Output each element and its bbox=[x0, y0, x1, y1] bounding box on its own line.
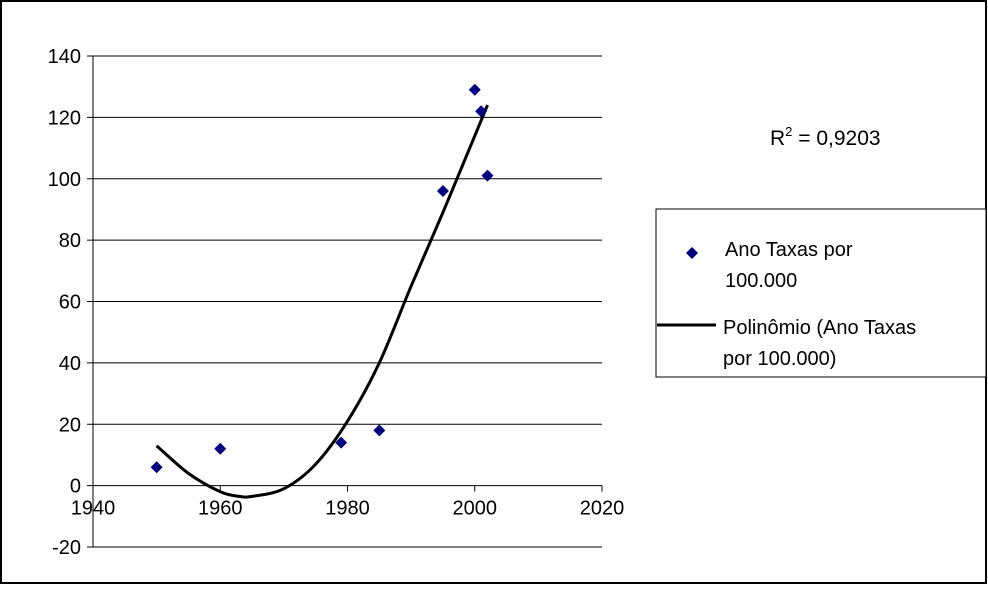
x-tick-label: 1940 bbox=[71, 498, 116, 520]
legend-diamond-marker bbox=[686, 247, 698, 259]
axes bbox=[87, 55, 603, 548]
data-point-diamond bbox=[436, 185, 449, 198]
data-point-diamond bbox=[475, 105, 488, 118]
y-tick-label: 100 bbox=[48, 169, 81, 191]
y-tick-label: 20 bbox=[59, 414, 81, 436]
legend-box bbox=[655, 208, 987, 378]
data-point-diamond bbox=[214, 442, 227, 455]
data-point-diamond bbox=[468, 83, 481, 96]
legend-label-points: Ano Taxas por 100.000 bbox=[725, 239, 853, 292]
y-tick-label: -20 bbox=[52, 537, 81, 559]
trendline-layer bbox=[155, 104, 489, 499]
data-points bbox=[150, 83, 494, 474]
x-tick-label: 1980 bbox=[325, 498, 370, 520]
x-tick-label: 2020 bbox=[580, 498, 625, 520]
y-tick-label: 80 bbox=[59, 230, 81, 252]
data-point-diamond bbox=[335, 436, 348, 449]
y-tick-label: 140 bbox=[48, 46, 81, 68]
data-point-diamond bbox=[481, 169, 494, 182]
trendline-polynomial bbox=[155, 104, 489, 499]
legend: Ano Taxas por 100.000 Polinômio (Ano Taxa… bbox=[655, 208, 987, 378]
r-squared-annotation: R2 = 0,9203 bbox=[770, 124, 881, 150]
legend-label-trend: Polinômio (Ano Taxas por 100.000) bbox=[723, 317, 916, 370]
x-tick-label: 2000 bbox=[453, 498, 498, 520]
y-tick-label: 120 bbox=[48, 107, 81, 129]
data-point-diamond bbox=[150, 461, 163, 474]
tick-labels: 140 120 100 80 60 40 20 0 -20 1940 1960 1980 2000 202… bbox=[48, 46, 625, 559]
grid-lines bbox=[93, 55, 602, 548]
y-tick-label: 60 bbox=[59, 292, 81, 314]
y-tick-label: 40 bbox=[59, 353, 81, 375]
x-tick-label: 1960 bbox=[198, 498, 243, 520]
data-point-diamond bbox=[373, 424, 386, 437]
y-tick-label: 0 bbox=[70, 476, 81, 498]
